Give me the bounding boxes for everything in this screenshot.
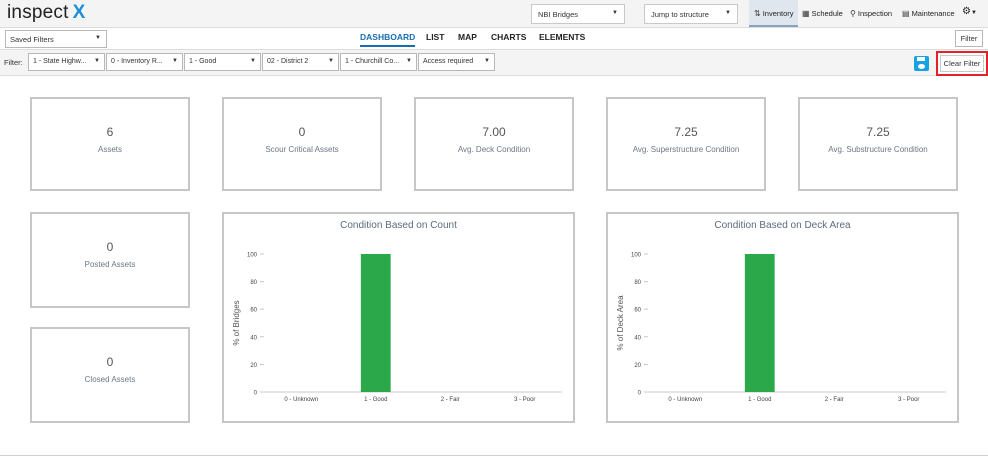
stat-value: 7.25 [866,125,890,139]
chart-title: Condition Based on Deck Area [714,220,851,231]
stat-card-scour-critical[interactable]: 0 Scour Critical Assets [222,97,382,191]
y-tick-label: 20 [250,363,257,369]
nav-inspection[interactable]: ⚲ Inspection [850,9,893,18]
sort-icon: ⇅ [754,9,761,18]
chevron-down-icon: ▼ [725,10,731,16]
stat-label: Assets [97,145,122,154]
jump-to-structure-select[interactable]: Jump to structure ▼ [644,4,738,24]
top-bar: inspect X NBI Bridges ▼ Jump to structure ▼… [0,0,988,28]
chevron-down-icon: ▼ [95,35,101,41]
chevron-down-icon: ▼ [612,10,618,16]
x-tick-label: 2 - Fair [441,397,460,403]
stat-card-assets[interactable]: 6 Assets [30,97,190,191]
filter-county-select[interactable]: 1 - Churchill Co... ▼ [340,53,417,71]
filter-label: Filter: [4,58,23,67]
bar-chart-svg: 0 20 40 60 80 100 % of Deck Area 0 - Unknown 1 -… [616,253,946,403]
filter-button[interactable]: Filter [955,30,983,47]
tab-map[interactable]: MAP [458,32,477,42]
settings-menu[interactable]: ⚙▼ [962,0,977,27]
x-tick-label: 2 - Fair [825,397,844,403]
stat-label: Scour Critical Assets [265,145,339,154]
stat-value: 0 [106,355,114,369]
nav-maintenance[interactable]: ▤ Maintenance [902,9,955,18]
y-axis-label: % of Deck Area [616,295,625,351]
save-icon[interactable] [914,56,929,71]
stat-value: 6 [106,125,114,139]
stat-card-superstructure-condition[interactable]: 7.25 Avg. Superstructure Condition [606,97,766,191]
view-toolbar: Saved Filters ▼ DASHBOARD LIST MAP CHARTS… [0,28,988,50]
stat-card-posted-assets[interactable]: 0 Posted Assets [30,212,190,308]
y-tick-label: 100 [247,253,258,259]
filter-access-select[interactable]: Access required ▼ [418,53,495,71]
filter-bar: Filter: 1 - State Highw... ▼ 0 - Inventor… [0,50,988,76]
y-tick-label: 0 [638,391,642,397]
bar [360,254,391,392]
search-icon: ⚲ [850,9,856,18]
stat-value: 0 [106,240,114,254]
y-tick-label: 40 [634,335,641,341]
asset-type-select[interactable]: NBI Bridges ▼ [531,4,625,24]
stat-card-substructure-condition[interactable]: 7.25 Avg. Substructure Condition [798,97,958,191]
y-tick-label: 80 [250,280,257,286]
stat-value: 0 [298,125,306,139]
bar [744,254,775,392]
tab-list[interactable]: LIST [426,32,445,42]
tab-elements[interactable]: ELEMENTS [539,32,586,42]
x-tick-label: 3 - Poor [514,397,535,403]
toolbox-icon: ▤ [902,9,910,18]
clear-filter-highlight: Clear Filter [936,51,988,76]
x-tick-label: 0 - Unknown [284,397,318,403]
gear-icon: ⚙ [962,6,971,17]
bar-chart-svg: 0 20 40 60 80 100 % of Bridges 0 - Unknown 1 - G… [232,253,562,403]
filter-district-select[interactable]: 02 - District 2 ▼ [262,53,339,71]
tab-charts[interactable]: CHARTS [491,32,527,42]
y-tick-label: 0 [254,391,258,397]
clear-filter-button[interactable]: Clear Filter [940,55,984,72]
x-tick-label: 3 - Poor [898,397,919,403]
nav-schedule[interactable]: ▦ Schedule [802,9,843,18]
y-tick-label: 80 [634,280,641,286]
stat-label: Posted Assets [84,260,136,269]
saved-filters-select[interactable]: Saved Filters ▼ [5,30,107,48]
stat-card-closed-assets[interactable]: 0 Closed Assets [30,327,190,423]
tab-dashboard[interactable]: DASHBOARD [360,32,416,47]
stat-value: 7.00 [482,125,506,139]
y-tick-label: 100 [631,253,642,259]
calendar-icon: ▦ [802,9,810,18]
filter-route-select[interactable]: 1 - State Highw... ▼ [28,53,105,71]
x-tick-label: 1 - Good [364,397,387,403]
y-axis-label: % of Bridges [232,300,241,345]
app-logo[interactable]: inspect X [7,2,86,23]
chevron-down-icon: ▼ [970,10,977,16]
stat-label: Avg. Substructure Condition [828,145,928,154]
y-tick-label: 60 [634,308,641,314]
chart-condition-count: Condition Based on Count 0 20 40 60 80 100 % o… [222,212,575,423]
stat-label: Avg. Superstructure Condition [632,145,740,154]
x-tick-label: 1 - Good [748,397,771,403]
y-tick-label: 60 [250,308,257,314]
stat-label: Avg. Deck Condition [457,145,531,154]
stat-label: Closed Assets [84,375,136,384]
y-tick-label: 20 [634,363,641,369]
stat-value: 7.25 [674,125,698,139]
x-tick-label: 0 - Unknown [668,397,702,403]
stat-card-deck-condition[interactable]: 7.00 Avg. Deck Condition [414,97,574,191]
page-bottom-divider [0,455,988,456]
chart-condition-deck-area: Condition Based on Deck Area 0 20 40 60 80 10… [606,212,959,423]
chevron-down-icon: ▼ [94,58,100,64]
chevron-down-icon: ▼ [484,58,490,64]
y-tick-label: 40 [250,335,257,341]
filter-condition-select[interactable]: 1 - Good ▼ [184,53,261,71]
chart-title: Condition Based on Count [340,220,457,231]
chevron-down-icon: ▼ [250,58,256,64]
nav-inventory[interactable]: ⇅ Inventory [749,0,798,27]
chevron-down-icon: ▼ [328,58,334,64]
chevron-down-icon: ▼ [406,58,412,64]
filter-inventory-select[interactable]: 0 - Inventory R... ▼ [106,53,183,71]
chevron-down-icon: ▼ [172,58,178,64]
